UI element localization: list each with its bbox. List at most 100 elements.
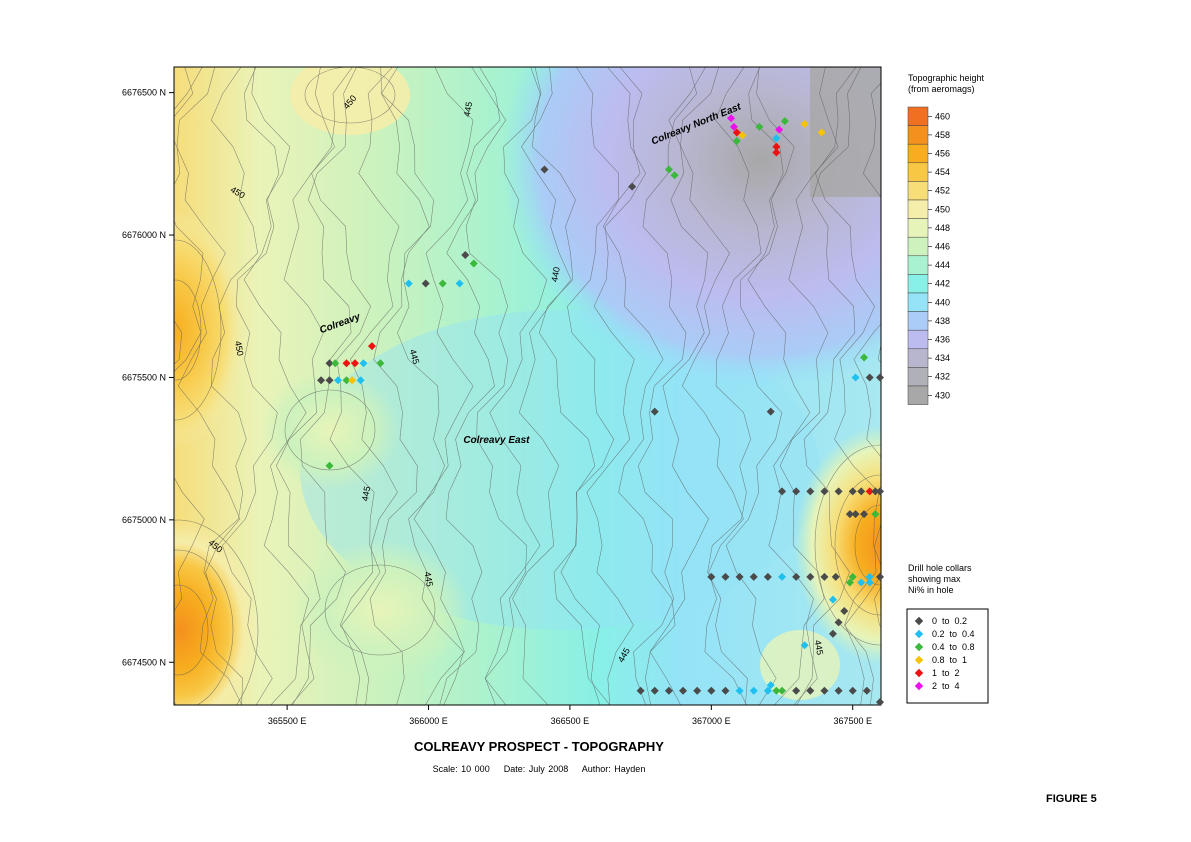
contour-ring bbox=[174, 279, 202, 381]
contour-line bbox=[844, 82, 881, 705]
drill-hole-marker bbox=[792, 686, 801, 695]
contour-ring bbox=[174, 239, 222, 421]
collar-legend-label: 0.2 to 0.4 bbox=[932, 629, 975, 639]
topo-legend-swatch bbox=[907, 255, 929, 275]
drill-hole-marker bbox=[636, 686, 645, 695]
topo-legend-swatch bbox=[907, 385, 929, 405]
contour-line bbox=[747, 67, 818, 705]
scale-text: Scale: 10 000 bbox=[432, 764, 490, 774]
collar-legend-label: 2 to 4 bbox=[932, 681, 960, 691]
contour-line bbox=[512, 67, 572, 705]
drill-hole-marker bbox=[800, 119, 809, 128]
topo-legend-swatch bbox=[907, 143, 929, 164]
drill-hole-marker bbox=[851, 510, 860, 519]
contour-ring bbox=[834, 474, 881, 616]
drill-hole-marker bbox=[664, 165, 673, 174]
drill-hole-marker bbox=[860, 510, 869, 519]
topo-legend-swatch bbox=[907, 106, 929, 126]
topo-legend-label: 440 bbox=[935, 297, 950, 307]
drill-hole-marker bbox=[540, 165, 549, 174]
topo-legend-swatch bbox=[907, 292, 929, 312]
x-tick-label: 367500 E bbox=[833, 716, 872, 726]
drill-hole-marker bbox=[772, 148, 781, 157]
contour-line bbox=[222, 67, 280, 705]
topo-legend-label: 450 bbox=[935, 204, 950, 214]
drill-hole-marker bbox=[755, 122, 764, 131]
drill-hole-marker bbox=[806, 487, 815, 496]
contour-line bbox=[174, 67, 216, 705]
drill-hole-marker bbox=[348, 376, 357, 385]
drill-hole-marker bbox=[876, 373, 884, 382]
drill-hole-marker bbox=[376, 359, 385, 368]
collar-legend-title-line3: Ni% in hole bbox=[908, 585, 954, 595]
contour-label: 450 bbox=[233, 340, 245, 357]
topo-legend-label: 438 bbox=[935, 316, 950, 326]
contour-line bbox=[530, 67, 611, 705]
drill-hole-marker bbox=[834, 618, 843, 627]
drill-hole-marker bbox=[876, 572, 884, 581]
drill-hole-marker bbox=[367, 342, 376, 351]
drill-hole-marker bbox=[356, 376, 365, 385]
drill-hole-marker bbox=[800, 641, 809, 650]
drill-hole-marker bbox=[834, 487, 843, 496]
contour-ring bbox=[814, 444, 881, 646]
drill-hole-marker bbox=[735, 686, 744, 695]
drill-hole-marker bbox=[780, 117, 789, 126]
contour-label: 445 bbox=[422, 571, 434, 588]
contour-line bbox=[465, 67, 528, 705]
topo-legend-swatch bbox=[907, 329, 929, 350]
drill-hole-marker bbox=[729, 122, 738, 131]
collar-legend-label: 0.8 to 1 bbox=[932, 655, 967, 665]
drill-hole-marker bbox=[848, 487, 857, 496]
drill-hole-marker bbox=[763, 686, 772, 695]
drill-hole-marker bbox=[650, 686, 659, 695]
drill-hole-marker bbox=[325, 376, 334, 385]
drill-hole-marker bbox=[749, 572, 758, 581]
drill-hole-marker bbox=[650, 407, 659, 416]
collar-legend-marker bbox=[914, 655, 924, 665]
drill-hole-marker bbox=[876, 698, 884, 707]
y-tick-label: 6676500 N bbox=[122, 88, 166, 98]
topo-legend-label: 456 bbox=[935, 149, 950, 159]
drill-hole-marker bbox=[806, 686, 815, 695]
x-tick-label: 366500 E bbox=[551, 716, 590, 726]
contour-line bbox=[339, 67, 400, 705]
drill-hole-marker bbox=[845, 578, 854, 587]
topo-legend-label: 442 bbox=[935, 279, 950, 289]
drill-hole-marker bbox=[792, 572, 801, 581]
topo-legend-swatch bbox=[907, 162, 929, 182]
contour-label: 445 bbox=[360, 485, 372, 502]
topo-legend-swatch bbox=[907, 274, 929, 294]
drill-hole-marker bbox=[828, 595, 837, 604]
topo-legend-swatch bbox=[907, 367, 929, 387]
contour-line bbox=[633, 67, 698, 705]
drill-hole-marker bbox=[778, 686, 787, 695]
contour-line bbox=[668, 67, 747, 705]
contour-line bbox=[874, 343, 881, 628]
drill-hole-marker bbox=[421, 279, 430, 288]
drill-hole-marker bbox=[817, 128, 826, 137]
topo-legend-label: 436 bbox=[935, 335, 950, 345]
drill-hole-marker bbox=[865, 572, 874, 581]
topo-legend-label: 460 bbox=[935, 111, 950, 121]
drill-hole-marker bbox=[727, 114, 736, 123]
drill-hole-marker bbox=[820, 487, 829, 496]
topo-legend-title: Topographic height (from aeromags) bbox=[908, 73, 1018, 95]
figure-label: FIGURE 5 bbox=[1046, 793, 1097, 805]
topo-legend-label: 444 bbox=[935, 260, 950, 270]
drill-hole-marker bbox=[820, 686, 829, 695]
contour-ring bbox=[174, 549, 234, 705]
collar-legend-marker bbox=[914, 681, 924, 691]
drill-hole-marker bbox=[438, 279, 447, 288]
drill-hole-marker bbox=[845, 510, 854, 519]
contour-ring bbox=[324, 564, 436, 656]
contour-line bbox=[369, 67, 430, 705]
drill-hole-marker bbox=[806, 572, 815, 581]
collar-legend: 0 to 0.2 0.2 to 0.4 0.4 to 0.8 0.8 to 1 1 to… bbox=[906, 608, 989, 704]
x-tick-label: 367000 E bbox=[692, 716, 731, 726]
drill-hole-marker bbox=[778, 572, 787, 581]
topo-legend-label: 458 bbox=[935, 130, 950, 140]
y-tick-label: 6676000 N bbox=[122, 230, 166, 240]
y-tick-label: 6675500 N bbox=[122, 372, 166, 382]
